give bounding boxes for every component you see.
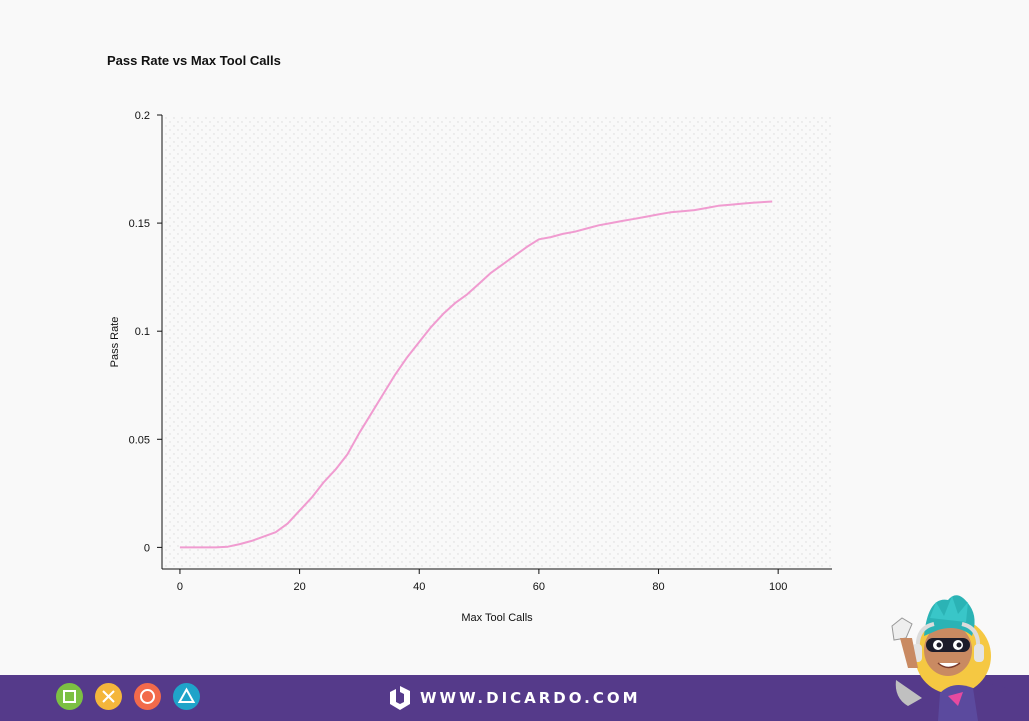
y-tick-label: 0: [144, 542, 150, 554]
dicardo-logo-icon: [390, 686, 410, 710]
y-tick-label: 0.15: [129, 218, 150, 230]
cross-icon: [95, 683, 122, 710]
x-axis-label: Max Tool Calls: [461, 612, 533, 624]
x-ticks: 0 20 40 60 80 100: [177, 569, 787, 593]
circle-icon: [134, 683, 161, 710]
y-axis-label: Pass Rate: [109, 317, 121, 368]
controller-buttons: [56, 683, 200, 710]
brand: WWW.DICARDO.COM: [390, 686, 641, 710]
y-ticks: 0 0.05 0.1 0.15 0.2: [129, 110, 162, 554]
plot-area: [162, 115, 832, 569]
footer-bar: WWW.DICARDO.COM: [0, 675, 1029, 721]
chart-title: Pass Rate vs Max Tool Calls: [107, 53, 281, 68]
y-tick-label: 0.2: [135, 110, 150, 122]
triangle-icon: [173, 683, 200, 710]
x-tick-label: 20: [293, 581, 305, 593]
x-tick-label: 100: [769, 581, 787, 593]
chart: 0 0.05 0.1 0.15 0.2 0 20 40 60 80 100 Max Tool Ca…: [109, 110, 832, 624]
x-tick-label: 60: [533, 581, 545, 593]
brand-url: WWW.DICARDO.COM: [420, 689, 641, 707]
x-tick-label: 0: [177, 581, 183, 593]
y-tick-label: 0.1: [135, 326, 150, 338]
mascot: [891, 595, 1029, 721]
series-line: [179, 200, 773, 549]
square-icon: [56, 683, 83, 710]
x-tick-label: 80: [652, 581, 664, 593]
x-tick-label: 40: [413, 581, 425, 593]
y-tick-label: 0.05: [129, 434, 150, 446]
